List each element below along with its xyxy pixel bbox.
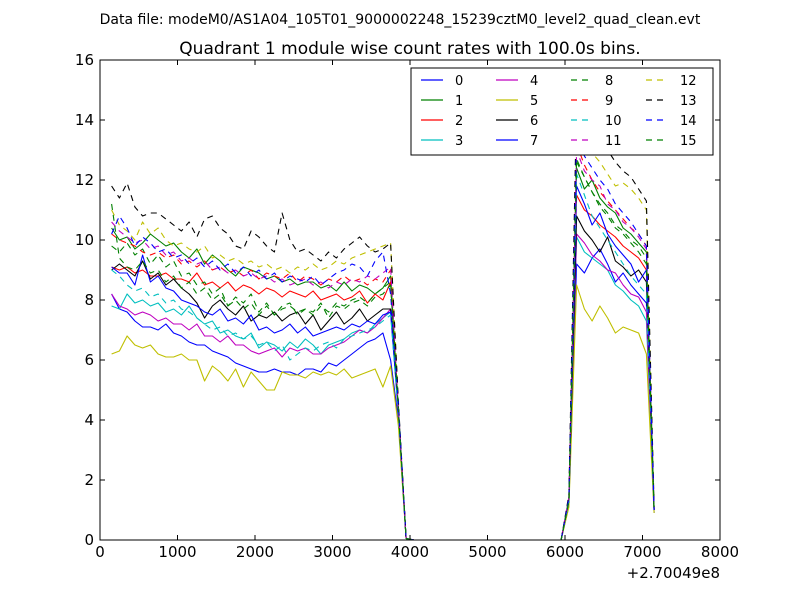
x-tick-label: 7000 [623, 543, 661, 561]
legend-label-5: 5 [530, 94, 538, 109]
y-tick-label: 10 [75, 231, 94, 249]
legend-label-6: 6 [530, 114, 538, 129]
legend-label-3: 3 [455, 134, 463, 149]
x-tick-label: 5000 [468, 543, 506, 561]
legend-label-13: 13 [680, 94, 697, 109]
legend-label-14: 14 [680, 114, 697, 129]
x-axis: 0 1000 2000 3000 4000 5000 6000 7000 8000 [95, 60, 739, 561]
legend-label-0: 0 [455, 74, 463, 89]
series-line-8 [111, 161, 655, 540]
legend-label-7: 7 [530, 134, 538, 149]
y-tick-label: 12 [75, 171, 94, 189]
y-tick-label: 6 [84, 351, 94, 369]
legend-label-1: 1 [455, 94, 463, 109]
legend-label-10: 10 [605, 114, 622, 129]
y-tick-label: 2 [84, 471, 94, 489]
series-line-11 [111, 149, 655, 540]
x-tick-label: 1000 [158, 543, 196, 561]
chart-title: Quadrant 1 module wise count rates with … [179, 39, 640, 59]
x-tick-label: 0 [95, 543, 105, 561]
series-line-7 [111, 185, 655, 540]
series-line-15 [111, 158, 655, 540]
x-tick-label: 8000 [701, 543, 739, 561]
x-tick-label: 2000 [236, 543, 274, 561]
legend-label-9: 9 [605, 94, 613, 109]
y-tick-label: 4 [84, 411, 94, 429]
legend-label-15: 15 [680, 134, 697, 149]
y-tick-label: 0 [84, 531, 94, 549]
legend-label-8: 8 [605, 74, 613, 89]
legend-label-12: 12 [680, 74, 697, 89]
chart-suptitle: Data file: modeM0/AS1A04_105T01_90000022… [100, 12, 701, 28]
plot-lines [111, 98, 655, 540]
x-tick-label: 3000 [313, 543, 351, 561]
series-line-10 [111, 173, 655, 540]
x-tick-label: 4000 [391, 543, 429, 561]
series-line-6 [111, 215, 655, 540]
legend-label-4: 4 [530, 74, 538, 89]
y-tick-label: 14 [75, 111, 94, 129]
legend-label-2: 2 [455, 114, 463, 129]
y-tick-label: 8 [84, 291, 94, 309]
x-offset-label: +2.70049e8 [627, 564, 720, 582]
y-tick-label: 16 [75, 51, 94, 69]
x-tick-label: 6000 [546, 543, 584, 561]
legend-label-11: 11 [605, 134, 622, 149]
